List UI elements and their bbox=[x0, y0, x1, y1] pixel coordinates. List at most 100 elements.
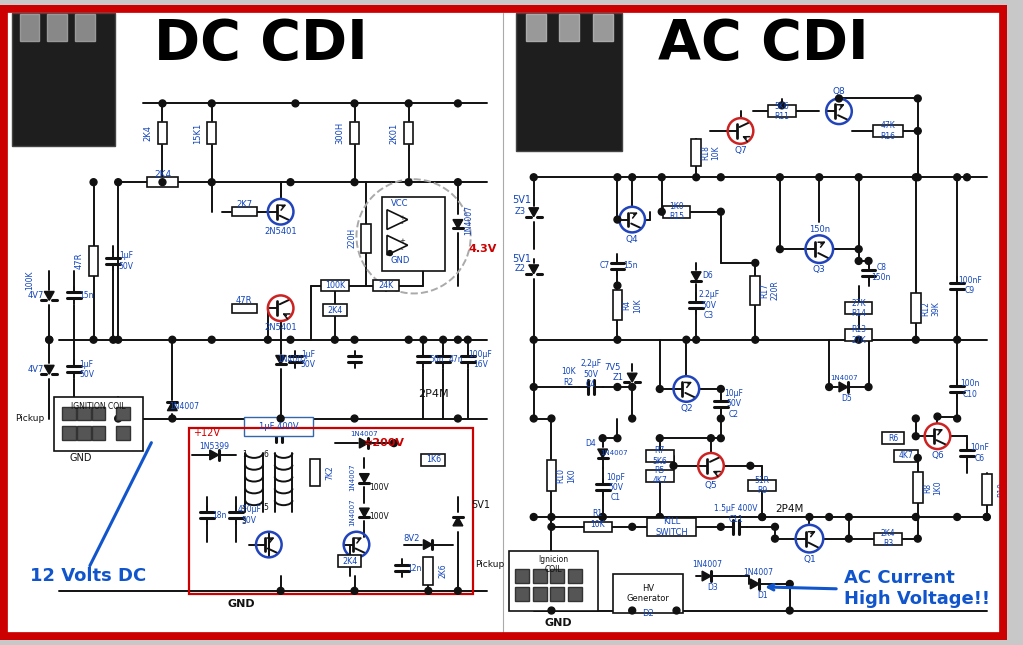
Text: 24K: 24K bbox=[379, 281, 394, 290]
Circle shape bbox=[629, 523, 635, 530]
Text: 18n: 18n bbox=[213, 510, 227, 519]
Bar bbox=[910, 293, 921, 323]
Bar bbox=[361, 224, 371, 253]
Bar bbox=[592, 14, 613, 41]
Text: 4.3V: 4.3V bbox=[469, 244, 497, 254]
Bar bbox=[323, 304, 347, 316]
Circle shape bbox=[548, 607, 554, 614]
Circle shape bbox=[351, 336, 358, 343]
Text: GND: GND bbox=[544, 619, 572, 628]
Circle shape bbox=[953, 336, 961, 343]
Bar bbox=[663, 206, 691, 217]
Circle shape bbox=[658, 174, 665, 181]
Bar bbox=[913, 471, 923, 503]
Text: 5V1: 5V1 bbox=[513, 195, 531, 205]
Text: 2K4: 2K4 bbox=[342, 557, 357, 566]
Circle shape bbox=[169, 336, 176, 343]
Text: 1K0
R15: 1K0 R15 bbox=[669, 202, 684, 221]
Circle shape bbox=[599, 513, 606, 521]
Circle shape bbox=[673, 607, 680, 614]
Text: 5V1: 5V1 bbox=[513, 254, 531, 264]
Text: D4: D4 bbox=[585, 439, 596, 448]
Text: 5K6
R11: 5K6 R11 bbox=[774, 101, 790, 121]
Text: +: + bbox=[399, 215, 405, 221]
Text: 1N4007: 1N4007 bbox=[351, 432, 379, 437]
Circle shape bbox=[454, 100, 461, 107]
Text: R4
10K: R4 10K bbox=[623, 298, 641, 313]
Bar bbox=[692, 139, 701, 166]
Circle shape bbox=[826, 384, 833, 390]
Text: ≈200V: ≈200V bbox=[363, 438, 404, 448]
Text: 1N4007: 1N4007 bbox=[601, 450, 628, 456]
Bar bbox=[404, 122, 413, 144]
Text: 100K: 100K bbox=[324, 281, 345, 290]
Text: IGNITION COIL: IGNITION COIL bbox=[72, 402, 126, 412]
Bar bbox=[749, 480, 776, 491]
Bar bbox=[509, 551, 597, 611]
Text: GND: GND bbox=[70, 453, 92, 463]
Text: AC CDI: AC CDI bbox=[658, 17, 869, 72]
Text: 100n
C10: 100n C10 bbox=[961, 379, 980, 399]
Circle shape bbox=[693, 336, 700, 343]
Circle shape bbox=[629, 415, 635, 422]
Text: 2P4M: 2P4M bbox=[775, 504, 804, 514]
Circle shape bbox=[530, 513, 537, 521]
Text: 1N4007: 1N4007 bbox=[277, 355, 308, 364]
Polygon shape bbox=[168, 402, 177, 411]
Text: 1N4007: 1N4007 bbox=[464, 204, 474, 235]
Circle shape bbox=[614, 336, 621, 343]
Bar bbox=[613, 574, 683, 613]
Polygon shape bbox=[529, 265, 539, 273]
Circle shape bbox=[964, 174, 971, 181]
Text: 1N4007: 1N4007 bbox=[744, 568, 773, 577]
Circle shape bbox=[752, 336, 759, 343]
Circle shape bbox=[287, 336, 294, 343]
Text: 100nF
C9: 100nF C9 bbox=[959, 276, 982, 295]
Circle shape bbox=[934, 413, 941, 420]
Text: 1µF
50V: 1µF 50V bbox=[119, 252, 134, 271]
Circle shape bbox=[779, 102, 786, 109]
Circle shape bbox=[865, 257, 872, 264]
Text: 27K
R14: 27K R14 bbox=[851, 299, 866, 318]
Text: DC CDI: DC CDI bbox=[154, 17, 368, 72]
Text: 2K6: 2K6 bbox=[439, 564, 448, 579]
Text: 1N4007: 1N4007 bbox=[350, 498, 356, 526]
Text: 1K6: 1K6 bbox=[426, 455, 441, 464]
Text: 7K2: 7K2 bbox=[325, 465, 335, 480]
Bar bbox=[92, 407, 105, 421]
Circle shape bbox=[530, 336, 537, 343]
Circle shape bbox=[845, 535, 852, 542]
Circle shape bbox=[915, 95, 922, 102]
Polygon shape bbox=[359, 438, 368, 448]
Bar bbox=[516, 13, 622, 151]
Bar bbox=[75, 14, 94, 41]
Text: R10
1K0: R10 1K0 bbox=[557, 468, 576, 483]
Text: Pickup: Pickup bbox=[475, 560, 504, 569]
Circle shape bbox=[548, 415, 554, 422]
Polygon shape bbox=[276, 355, 285, 364]
Text: AC Current
High Voltage!!: AC Current High Voltage!! bbox=[844, 570, 990, 608]
Text: 15n: 15n bbox=[623, 261, 637, 270]
Bar bbox=[560, 14, 579, 41]
Bar bbox=[92, 426, 105, 440]
Circle shape bbox=[913, 433, 920, 440]
Text: 1µF 400V: 1µF 400V bbox=[259, 422, 299, 431]
Circle shape bbox=[717, 415, 724, 422]
Circle shape bbox=[454, 179, 461, 186]
Circle shape bbox=[747, 462, 754, 469]
Circle shape bbox=[454, 415, 461, 422]
Circle shape bbox=[209, 179, 215, 186]
Text: R18
10K: R18 10K bbox=[702, 145, 720, 160]
Bar bbox=[350, 122, 359, 144]
Circle shape bbox=[836, 95, 842, 102]
Text: GND: GND bbox=[390, 257, 409, 266]
Text: Q2: Q2 bbox=[680, 404, 693, 413]
Circle shape bbox=[599, 513, 606, 521]
Circle shape bbox=[391, 440, 397, 446]
Circle shape bbox=[115, 336, 122, 343]
Bar bbox=[232, 304, 257, 313]
Circle shape bbox=[530, 384, 537, 390]
Circle shape bbox=[759, 513, 765, 521]
Circle shape bbox=[855, 246, 862, 253]
Bar bbox=[882, 432, 904, 444]
